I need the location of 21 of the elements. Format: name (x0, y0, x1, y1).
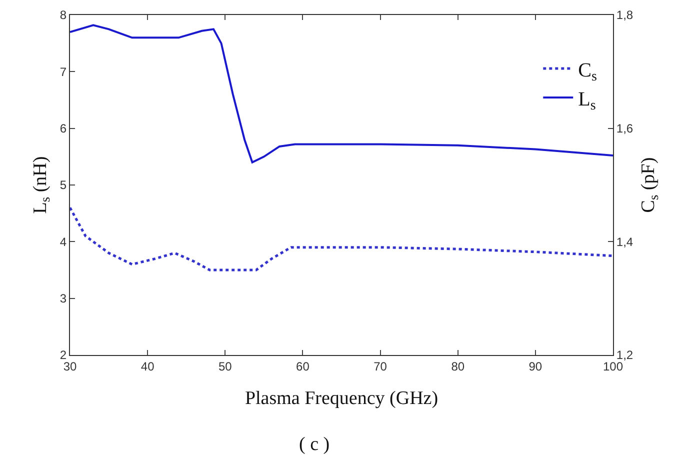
y-tick-label: 5 (60, 178, 67, 192)
y2-tick-label: 1,8 (616, 8, 634, 22)
y2-tick-label: 1,6 (616, 122, 634, 136)
y2-tick-label: 1,4 (616, 234, 634, 249)
x-tick-label: 50 (218, 359, 232, 374)
legend-label: L$_{s}$ (578, 88, 596, 114)
y-tick-label: 3 (60, 292, 67, 306)
x-axis-title: Plasma Frequency (GHz) (244, 388, 438, 410)
line-series (70, 24, 613, 164)
x-tick-label: 40 (140, 359, 155, 374)
x-tick-label: 60 (296, 359, 310, 374)
y-tick-label: 6 (60, 122, 67, 136)
y-tick-label: 7 (60, 64, 67, 79)
x-tick-label: 80 (451, 359, 465, 374)
x-tick-label: 70 (374, 359, 388, 374)
y-tick-label: 4 (60, 234, 67, 249)
text: ( c ) (299, 434, 330, 455)
legend-label: C$_{s}$ (578, 59, 597, 84)
y-tick-label: 8 (60, 8, 67, 22)
x-tick-label: 90 (528, 359, 542, 374)
line-series (70, 206, 613, 272)
